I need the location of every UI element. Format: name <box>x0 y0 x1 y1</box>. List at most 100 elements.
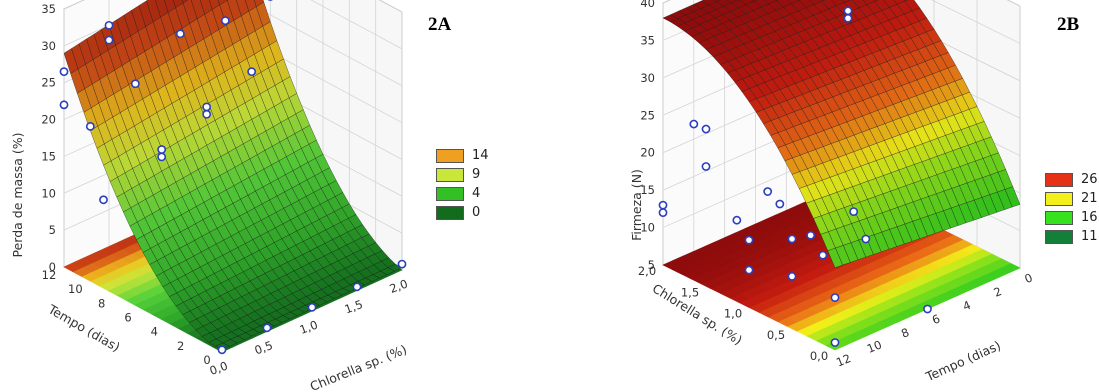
y-tick-label: 8 <box>98 296 105 310</box>
data-point <box>830 293 840 302</box>
z-tick-label: 30 <box>640 71 655 85</box>
y-tick-label: 1,0 <box>724 307 742 321</box>
surface-cell <box>753 0 770 8</box>
data-point <box>689 119 699 129</box>
y-tick-label: 2 <box>177 339 184 353</box>
legend-swatch <box>1045 229 1073 244</box>
surface-cell <box>763 0 777 5</box>
data-point <box>352 282 362 292</box>
legend-label: 21 <box>1081 191 1098 206</box>
surface-cell <box>903 0 909 2</box>
data-point <box>220 16 230 26</box>
y-tick-label: 12 <box>42 268 57 282</box>
data-point <box>104 20 114 30</box>
surface-cell <box>182 0 198 24</box>
surface-cell <box>798 0 801 1</box>
legend-label: 26 <box>1081 172 1098 187</box>
y-tick-label: 10 <box>68 282 83 296</box>
surface-cell <box>726 0 739 3</box>
data-point <box>202 102 212 112</box>
data-point <box>247 67 257 77</box>
surface-cell <box>775 0 779 1</box>
chart-panel-2b: 5 10 15 20 25 30 35 40 12 10 8 6 4 2 0 0,0 0,5 1,0 1,5 2,0 F… <box>545 0 1099 392</box>
data-point <box>763 187 773 196</box>
surface-cell <box>893 0 906 5</box>
z-tick-label: 15 <box>41 149 56 163</box>
x-tick-label: 8 <box>899 325 911 341</box>
z-tick-label: 10 <box>640 221 655 235</box>
surface-cell <box>798 0 815 8</box>
x-axis-title: Tempo (dias) <box>923 338 1003 385</box>
data-point <box>806 230 816 240</box>
z-axis-title: Perda de massa (%) <box>10 133 25 258</box>
data-point <box>861 234 871 244</box>
surface-cell <box>700 0 717 6</box>
data-point <box>732 215 742 225</box>
data-point <box>262 323 272 333</box>
data-point <box>701 162 711 171</box>
surface-cell <box>830 0 845 6</box>
legend-swatch <box>436 186 464 201</box>
legend-2b: 26 21 16 11 <box>1045 170 1098 246</box>
z-tick-label: 40 <box>640 0 655 10</box>
data-point <box>85 121 95 131</box>
surface-mesh <box>662 0 1021 268</box>
data-point <box>701 124 711 134</box>
surface-cell <box>181 0 189 4</box>
surface-cell <box>199 0 213 15</box>
z-tick-label: 20 <box>640 146 655 160</box>
legend-swatch <box>1045 172 1073 187</box>
surface-cell <box>715 0 732 7</box>
y-tick-label: 0,0 <box>810 349 828 363</box>
x-tick-label: 6 <box>930 311 942 327</box>
z-tick-label: 20 <box>41 113 56 127</box>
y-tick-label: 2,0 <box>638 264 656 278</box>
legend-label: 9 <box>472 167 481 182</box>
data-points <box>658 6 932 347</box>
surface-cell <box>852 0 868 9</box>
surface-cell <box>843 0 860 12</box>
legend-label: 0 <box>472 205 481 220</box>
surface-cell <box>776 0 792 8</box>
z-tick-label: 5 <box>49 223 56 237</box>
data-point <box>59 100 69 110</box>
surface-cell <box>172 0 184 9</box>
data-point <box>849 207 859 216</box>
surface-cell <box>821 0 837 10</box>
surface-cell <box>217 0 228 6</box>
y-tick-label: 1,5 <box>681 285 699 299</box>
data-point <box>744 265 754 275</box>
legend-swatch <box>436 205 464 220</box>
surface-cell <box>146 0 161 23</box>
z-tick-label: 25 <box>41 76 56 90</box>
x-tick-label: 1,5 <box>343 297 365 316</box>
surface-cell <box>841 0 852 3</box>
surface-cell <box>874 0 890 11</box>
surface-chart-2a: 0 5 10 15 20 25 30 35 0,0 0,5 1,0 1,5 2,0 0 2 4 6 8 10 12 Pe… <box>10 0 410 392</box>
legend-row: 4 <box>436 184 489 203</box>
legend-swatch <box>1045 210 1073 225</box>
data-point <box>923 304 932 314</box>
data-point <box>99 195 108 205</box>
data-point <box>397 259 407 269</box>
surface-cell <box>190 0 205 20</box>
surface-cell <box>164 0 176 13</box>
data-point <box>787 271 797 281</box>
data-point <box>202 109 212 119</box>
data-point <box>843 6 853 16</box>
legend-row: 9 <box>436 165 489 184</box>
surface-chart-2b: 5101520253035401210864200,00,51,01,52,0F… <box>629 0 1035 385</box>
data-point <box>104 35 114 45</box>
x-tick-label: 0,0 <box>208 359 230 378</box>
data-points <box>59 0 407 355</box>
surface-cell <box>820 0 826 2</box>
legend-label: 16 <box>1081 210 1098 225</box>
data-point <box>775 199 785 209</box>
surface-cell <box>883 0 898 8</box>
legend-label: 14 <box>472 148 489 163</box>
surface-cell <box>751 0 758 2</box>
z-tick-label: 35 <box>640 33 655 47</box>
data-point <box>658 208 668 217</box>
x-tick-label: 12 <box>834 351 853 369</box>
surface-cell <box>786 0 800 5</box>
